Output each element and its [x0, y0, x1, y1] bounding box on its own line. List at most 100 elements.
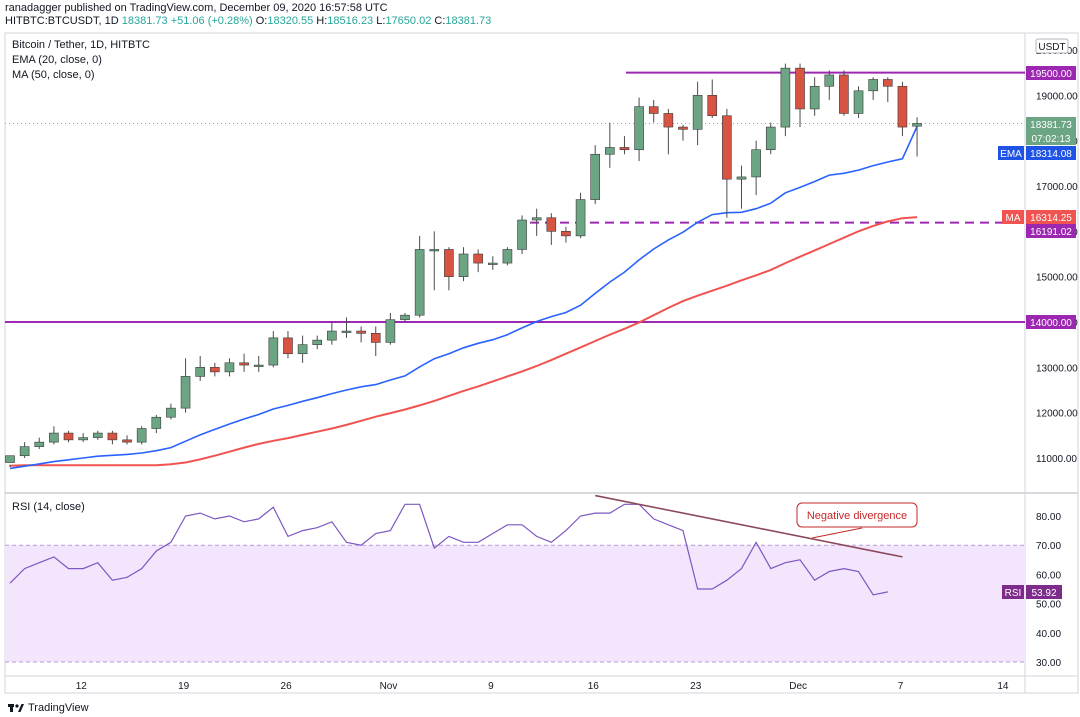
candle — [283, 331, 293, 359]
price-tick-label: 11000.00 — [1036, 454, 1077, 465]
candle-body — [839, 74, 849, 114]
candle — [268, 331, 279, 368]
candle — [122, 435, 132, 445]
candle — [868, 77, 878, 100]
candle-body — [487, 262, 498, 265]
candle-body — [370, 333, 381, 343]
candle-body — [546, 217, 557, 232]
candle-body — [458, 253, 469, 277]
candle — [663, 108, 674, 155]
level-14000-label: 14000.00 — [1030, 318, 1072, 329]
legend-main[interactable]: Bitcoin / Tether, 1D, HITBTC — [12, 39, 150, 51]
price-tick-label: 17000.00 — [1036, 182, 1078, 193]
candle — [224, 358, 235, 377]
candle — [707, 79, 718, 118]
candle-body — [736, 176, 747, 180]
candle — [370, 326, 381, 356]
ema-tag-label: EMA — [1000, 149, 1022, 160]
time-tick-label: 12 — [76, 681, 88, 692]
candle — [5, 455, 15, 468]
horizontal-levels[interactable] — [5, 71, 1025, 323]
candle-body — [253, 364, 264, 367]
candle — [882, 77, 893, 103]
time-tick-label: 9 — [488, 681, 494, 692]
rsi-tag-value: 53.92 — [1031, 588, 1056, 599]
candle-body — [63, 432, 74, 441]
time-axis[interactable]: 12 19 26 Nov 9 16 23 Dec 7 14 — [76, 681, 1009, 692]
candle — [590, 145, 601, 205]
candle — [210, 362, 220, 377]
candle — [166, 403, 176, 420]
tradingview-logo-icon — [8, 704, 24, 712]
candle-body — [136, 428, 147, 443]
candle-body — [78, 437, 88, 441]
candle — [92, 430, 103, 440]
brand-label: TradingView — [28, 702, 89, 714]
candle — [180, 358, 191, 413]
candle-body — [283, 337, 293, 355]
candle — [561, 226, 571, 243]
candle-body — [634, 106, 644, 151]
candle — [195, 356, 205, 381]
candle-body — [561, 231, 571, 237]
divergence-callout[interactable]: Negative divergence — [796, 502, 918, 528]
candle-body — [780, 67, 791, 128]
candle-body — [868, 79, 878, 92]
candle-body — [224, 362, 235, 373]
candle — [34, 437, 45, 449]
currency-tag[interactable]: USDT — [1035, 38, 1069, 54]
legend-ema[interactable]: EMA (20, close, 0) — [12, 54, 102, 66]
rsi-tag-label: RSI — [1005, 588, 1022, 599]
rsi-tick-label: 40.00 — [1036, 629, 1061, 640]
candle-body — [590, 153, 601, 200]
chart-frame — [4, 32, 1079, 694]
candle — [736, 165, 747, 209]
time-tick-label: 14 — [997, 681, 1009, 692]
legend-rsi[interactable]: RSI (14, close) — [12, 501, 85, 513]
tradingview-brand[interactable]: TradingView — [8, 702, 89, 714]
candle — [19, 442, 30, 458]
candle — [517, 215, 527, 254]
candle — [136, 426, 147, 445]
ema20-path — [9, 126, 918, 470]
price-tick-label: 15000.00 — [1036, 273, 1078, 284]
ma-tag: MA 16314.25 — [1002, 210, 1076, 224]
candle — [312, 335, 323, 350]
candle-body — [678, 126, 688, 130]
candle-body — [122, 439, 132, 443]
candle — [809, 77, 820, 116]
divergence-callout-text: Negative divergence — [807, 510, 907, 522]
candle-body — [619, 147, 630, 151]
candle — [385, 312, 396, 345]
candle-body — [34, 441, 45, 447]
price-tick-label: 13000.00 — [1036, 363, 1078, 374]
divergence-trendline[interactable] — [595, 494, 903, 558]
candle — [297, 335, 308, 363]
time-tick-label: 26 — [281, 681, 293, 692]
candle — [502, 247, 513, 266]
candle — [327, 322, 337, 345]
ma-tag-value: 16314.25 — [1030, 213, 1072, 224]
last-price-label: 18381.73 — [1030, 120, 1072, 131]
high-value: 18516.23 — [327, 15, 374, 27]
candle-body — [356, 330, 366, 334]
candle — [473, 249, 483, 273]
candle — [765, 122, 776, 155]
candle — [853, 86, 864, 118]
candle-body — [795, 67, 805, 110]
callout-pointer — [811, 527, 863, 539]
candle-body — [517, 219, 527, 250]
candle-body — [400, 314, 410, 321]
candle-body — [707, 95, 718, 117]
candle-body — [385, 319, 396, 343]
legend-ma[interactable]: MA (50, close, 0) — [12, 69, 95, 81]
candle-body — [444, 249, 454, 277]
ema-tag-value: 18314.08 — [1030, 149, 1072, 160]
ema20-line — [9, 126, 918, 470]
open-label: O: — [255, 15, 268, 27]
candle — [619, 136, 630, 155]
candle — [458, 247, 469, 282]
candle-body — [414, 249, 425, 316]
candle-body — [648, 106, 659, 114]
